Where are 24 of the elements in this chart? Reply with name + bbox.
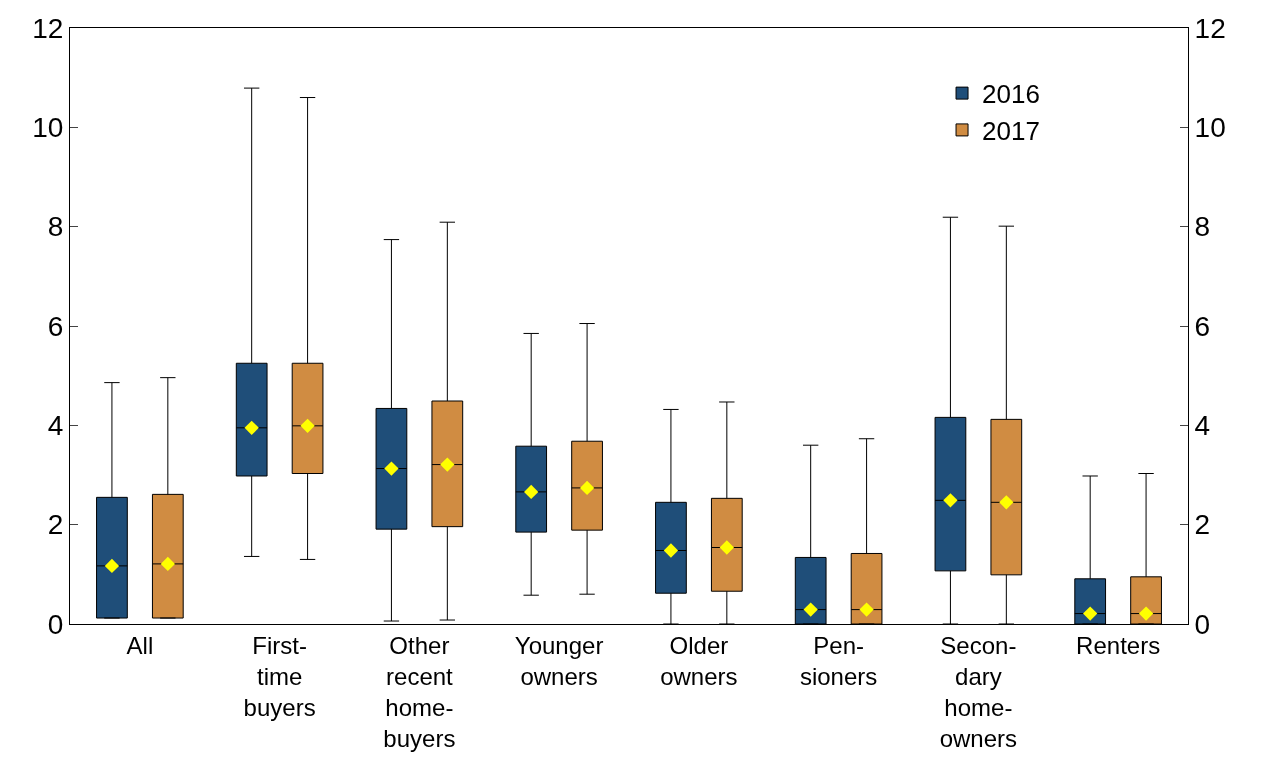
legend-label: 2017 bbox=[982, 116, 1040, 147]
y-tick-label: 2 bbox=[47, 509, 64, 541]
y-tick-label: 12 bbox=[32, 12, 64, 44]
x-tick-label: Renters bbox=[1076, 631, 1161, 659]
x-tick-label: Secon- dary home- owners bbox=[939, 631, 1018, 753]
y2-tick-label: 12 bbox=[1194, 12, 1226, 44]
y-tick-label: 0 bbox=[47, 608, 64, 640]
x-tick-label: All bbox=[126, 631, 154, 659]
y2-tick-label: 2 bbox=[1194, 509, 1211, 541]
y2-tick-label: 0 bbox=[1194, 608, 1211, 640]
y2-tick-label: 6 bbox=[1194, 310, 1211, 342]
y2-tick-label: 4 bbox=[1194, 410, 1211, 442]
x-tick-label: First- time buyers bbox=[243, 631, 316, 722]
y-tick-label: 6 bbox=[47, 310, 64, 342]
x-tick-label: Younger owners bbox=[514, 631, 604, 690]
y2-tick-label: 10 bbox=[1194, 112, 1226, 144]
legend-label: 2016 bbox=[982, 79, 1040, 110]
x-tick-label: Older owners bbox=[660, 631, 738, 690]
y-tick-label: 8 bbox=[47, 211, 64, 243]
y-tick-label: 4 bbox=[47, 410, 64, 442]
y-tick-label: 10 bbox=[32, 112, 64, 144]
x-tick-label: Pen- sioners bbox=[799, 631, 878, 690]
x-tick-label: Other recent home- buyers bbox=[383, 631, 456, 753]
y2-tick-label: 8 bbox=[1194, 211, 1211, 243]
